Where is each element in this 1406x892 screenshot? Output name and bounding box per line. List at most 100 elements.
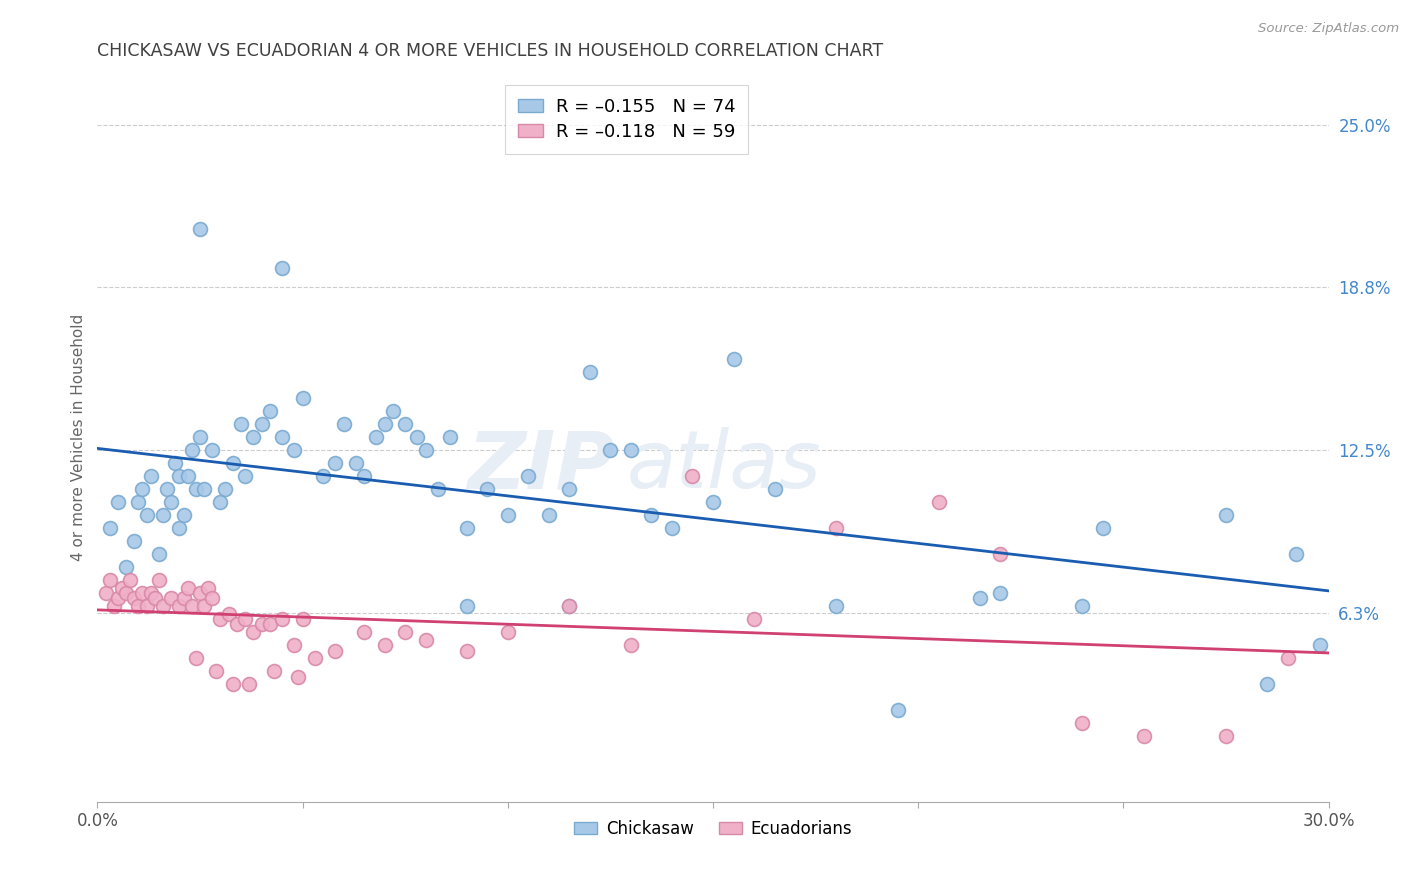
Point [456,521,478,535]
Point [152,599,174,614]
Point [271,430,294,444]
Point [344,456,367,470]
Point [98,521,121,535]
Point [169,521,191,535]
Point [233,469,256,483]
Point [763,482,786,496]
Point [558,599,581,614]
Point [139,586,162,600]
Point [283,638,305,652]
Point [886,703,908,717]
Point [197,581,219,595]
Point [209,495,232,509]
Point [1285,547,1308,561]
Point [176,581,198,595]
Point [415,443,437,458]
Point [169,469,191,483]
Point [291,391,314,405]
Point [103,599,125,614]
Point [98,573,121,587]
Point [263,665,285,679]
Point [287,669,309,683]
Point [599,443,621,458]
Point [184,651,207,665]
Point [353,625,375,640]
Point [332,417,354,431]
Point [456,643,478,657]
Point [825,599,848,614]
Point [1215,508,1237,522]
Point [312,469,335,483]
Point [107,495,129,509]
Point [381,404,404,418]
Point [439,430,461,444]
Point [160,591,183,606]
Point [131,482,153,496]
Point [127,599,149,614]
Point [188,221,211,235]
Point [477,482,499,496]
Point [291,612,314,626]
Point [353,469,375,483]
Point [325,456,347,470]
Y-axis label: 4 or more Vehicles in Household: 4 or more Vehicles in Household [72,313,86,561]
Point [620,443,643,458]
Point [1215,730,1237,744]
Point [193,599,215,614]
Point [620,638,643,652]
Point [94,586,117,600]
Point [366,430,388,444]
Text: Source: ZipAtlas.com: Source: ZipAtlas.com [1258,22,1399,36]
Point [702,495,724,509]
Point [271,612,294,626]
Point [394,625,416,640]
Text: CHICKASAW VS ECUADORIAN 4 OR MORE VEHICLES IN HOUSEHOLD CORRELATION CHART: CHICKASAW VS ECUADORIAN 4 OR MORE VEHICL… [97,42,883,60]
Point [233,612,256,626]
Point [537,508,560,522]
Point [120,573,142,587]
Point [176,469,198,483]
Point [201,591,224,606]
Point [218,607,240,621]
Point [928,495,950,509]
Point [201,443,224,458]
Point [825,521,848,535]
Point [184,482,207,496]
Point [496,625,519,640]
Point [111,581,134,595]
Point [1091,521,1114,535]
Point [1256,677,1278,691]
Point [250,417,273,431]
Point [209,612,232,626]
Point [127,495,149,509]
Point [558,482,581,496]
Point [169,599,191,614]
Point [214,482,236,496]
Point [135,599,157,614]
Point [1071,599,1094,614]
Point [156,482,179,496]
Point [415,633,437,648]
Point [271,260,294,275]
Point [222,456,245,470]
Text: atlas: atlas [627,427,821,505]
Point [148,547,170,561]
Point [496,508,519,522]
Point [304,651,326,665]
Point [969,591,991,606]
Point [225,617,247,632]
Point [229,417,252,431]
Point [723,351,745,366]
Point [131,586,153,600]
Point [193,482,215,496]
Point [238,677,260,691]
Point [205,665,228,679]
Point [152,508,174,522]
Point [517,469,540,483]
Point [456,599,478,614]
Point [1277,651,1299,665]
Point [180,443,202,458]
Point [188,586,211,600]
Point [173,508,195,522]
Legend: Chickasaw, Ecuadorians: Chickasaw, Ecuadorians [568,813,859,845]
